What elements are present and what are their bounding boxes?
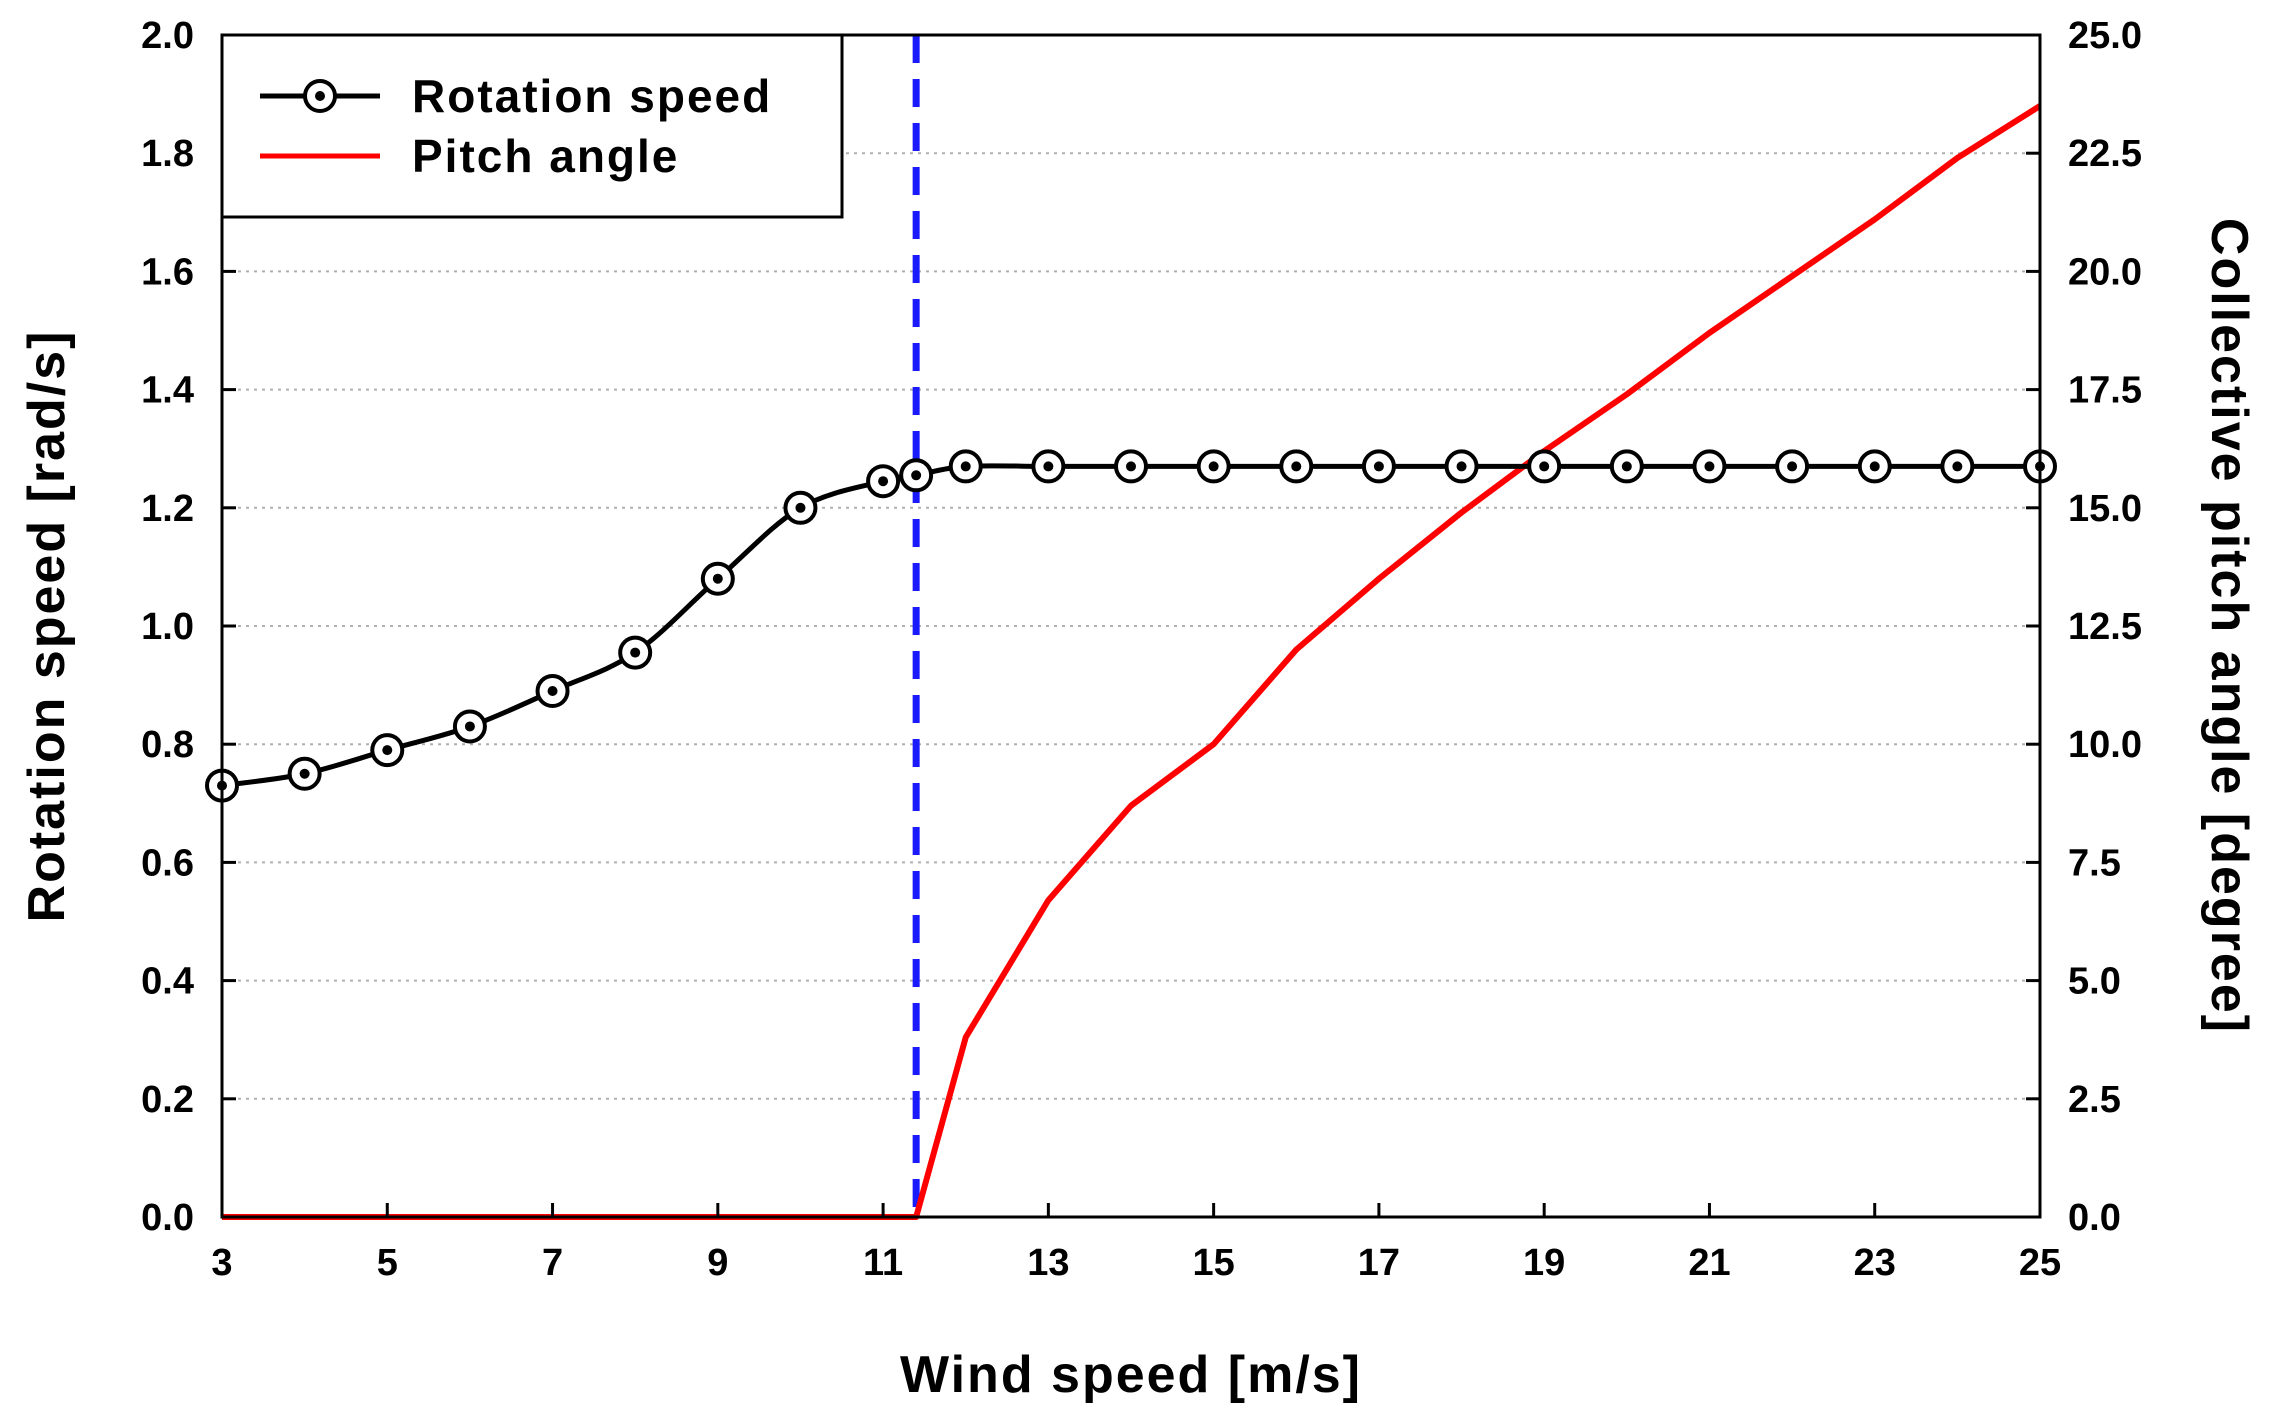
rotation-speed-point-dot [382, 745, 393, 756]
y-right-tick-label: 22.5 [2068, 133, 2142, 175]
rotation-speed-point-dot [464, 721, 475, 732]
x-tick-label: 17 [1358, 1242, 1400, 1284]
y-right-tick-label: 15.0 [2068, 488, 2142, 530]
y-right-tick-label: 2.5 [2068, 1079, 2121, 1121]
pitch-angle-line [222, 103, 2042, 1220]
y-right-tick-label: 17.5 [2068, 370, 2142, 412]
y-left-tick-label: 1.4 [141, 370, 194, 412]
y-left-tick-label: 2.0 [141, 15, 194, 57]
rotation-speed-point-dot [712, 573, 723, 584]
rotation-speed-point-dot [1704, 461, 1715, 472]
rotation-speed-point-dot [878, 476, 889, 487]
y-left-tick-label: 1.8 [141, 133, 194, 175]
legend-rotation-speed-label: Rotation speed [412, 70, 772, 122]
y-right-tick-label: 5.0 [2068, 961, 2121, 1003]
x-tick-label: 15 [1192, 1242, 1234, 1284]
x-tick-label: 11 [863, 1242, 903, 1284]
axis-ticks: 3 5 7 9 11 13 15 17 19 21 23 250.00.20.40.60.81.01.… [141, 15, 2142, 1284]
legend-pitch-angle-label: Pitch angle [412, 130, 679, 182]
y-axis-right-title: Collective pitch angle [degree] [2200, 218, 2258, 1034]
rotation-speed-point-dot [1373, 461, 1384, 472]
rotation-speed-point-dot [1043, 461, 1054, 472]
y-left-tick-label: 1.6 [141, 251, 194, 293]
y-left-tick-label: 1.0 [141, 606, 194, 648]
rotation-speed-point-dot [1539, 461, 1550, 472]
y-right-tick-label: 20.0 [2068, 251, 2142, 293]
x-tick-label: 13 [1027, 1242, 1069, 1284]
legend: Rotation speed Pitch angle [220, 33, 844, 219]
rotation-speed-point-dot [1952, 461, 1963, 472]
x-tick-label: 7 [542, 1242, 563, 1284]
rotation-speed-point-dot [630, 647, 641, 658]
rotation-speed-point-dot [1208, 461, 1219, 472]
y-right-tick-label: 25.0 [2068, 15, 2142, 57]
y-left-tick-label: 0.4 [141, 961, 194, 1003]
rotation-speed-point-dot [960, 461, 971, 472]
x-tick-label: 23 [1854, 1242, 1896, 1284]
x-tick-label: 21 [1688, 1242, 1730, 1284]
y-right-tick-label: 0.0 [2068, 1197, 2121, 1239]
x-tick-label: 5 [377, 1242, 398, 1284]
y-right-tick-label: 10.0 [2068, 724, 2142, 766]
rotation-speed-point-dot [795, 502, 806, 513]
gridlines [222, 152, 2040, 1100]
x-axis-title: Wind speed [m/s] [900, 1346, 1362, 1404]
rotation-speed-point-dot [299, 768, 310, 779]
rotation-speed-point-dot [1787, 461, 1798, 472]
rotation-speed-point-dot [1621, 461, 1632, 472]
y-left-tick-label: 0.8 [141, 724, 194, 766]
x-tick-label: 3 [211, 1242, 232, 1284]
legend-box [220, 33, 844, 219]
y-right-tick-label: 7.5 [2068, 842, 2121, 884]
y-right-tick-label: 12.5 [2068, 606, 2142, 648]
rotation-speed-point-dot [1456, 461, 1467, 472]
rotation-speed-point-dot [1126, 461, 1136, 472]
rotation-speed-point-dot [1291, 461, 1302, 472]
y-left-tick-label: 1.2 [141, 488, 194, 530]
y-axis-left-title: Rotation speed [rad/s] [18, 330, 76, 923]
legend-rotation-speed-marker-dot [315, 91, 325, 101]
y-left-tick-label: 0.2 [141, 1079, 194, 1121]
y-left-tick-label: 0.6 [141, 842, 194, 884]
x-tick-label: 19 [1523, 1242, 1565, 1284]
y-left-tick-label: 0.0 [141, 1197, 194, 1239]
rotation-speed-point-dot [1869, 461, 1880, 472]
rotation-speed-point-dot [547, 686, 558, 697]
x-tick-label: 9 [707, 1242, 728, 1284]
rotation-speed-point-dot [911, 470, 922, 481]
x-tick-label: 25 [2019, 1242, 2061, 1284]
